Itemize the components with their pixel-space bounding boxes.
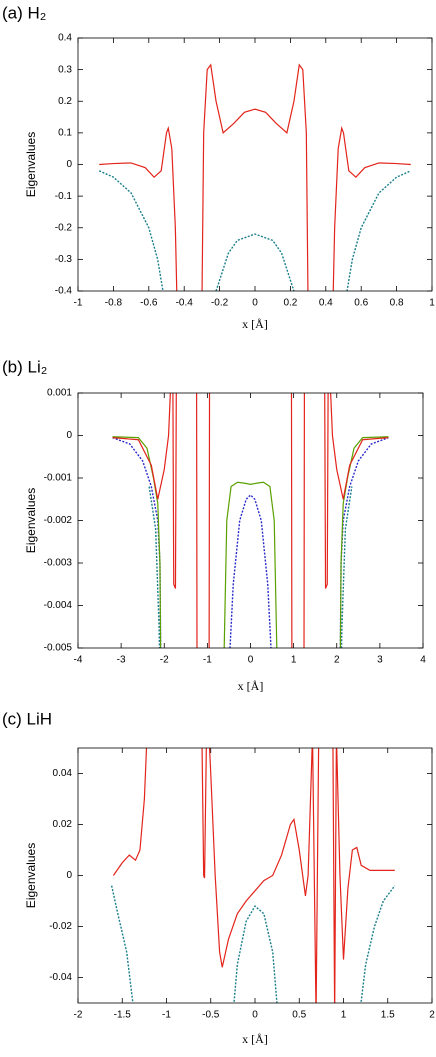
x-tick-label: -0.5 bbox=[202, 1010, 220, 1021]
x-tick-label: 1 bbox=[429, 298, 435, 309]
y-tick-label: 0.02 bbox=[53, 819, 73, 830]
plot-area bbox=[98, 63, 412, 291]
y-tick-label: 0.3 bbox=[58, 64, 72, 75]
x-tick-label: 0.6 bbox=[354, 298, 368, 309]
data-line bbox=[112, 436, 389, 648]
x-axis-label: x [Å] bbox=[238, 679, 264, 693]
y-tick-label: -0.2 bbox=[55, 222, 73, 233]
data-line bbox=[98, 170, 412, 291]
plot-area bbox=[110, 748, 396, 1003]
x-tick-label: -0.8 bbox=[105, 298, 123, 309]
data-line bbox=[112, 436, 389, 648]
y-axis-label: Eigenvalues bbox=[24, 132, 38, 197]
x-tick-label: -0.4 bbox=[176, 298, 194, 309]
x-tick-label: 1 bbox=[291, 655, 297, 666]
data-line bbox=[99, 63, 411, 291]
x-tick-label: -1.5 bbox=[114, 1010, 132, 1021]
y-tick-label: 0 bbox=[66, 430, 72, 441]
x-tick-label: 3 bbox=[377, 655, 383, 666]
y-tick-label: -0.002 bbox=[44, 515, 73, 526]
y-tick-label: -0.3 bbox=[55, 254, 73, 265]
x-tick-label: 2 bbox=[429, 1010, 435, 1021]
y-axis-label: Eigenvalues bbox=[24, 843, 38, 908]
y-tick-label: -0.001 bbox=[44, 473, 73, 484]
panel-title: (a) H₂ bbox=[2, 3, 46, 22]
data-line bbox=[148, 486, 353, 648]
x-tick-label: -0.2 bbox=[211, 298, 229, 309]
y-tick-label: 0 bbox=[66, 870, 72, 881]
y-tick-label: 0.1 bbox=[58, 128, 72, 139]
x-tick-label: 0.5 bbox=[292, 1010, 306, 1021]
x-tick-label: 0.4 bbox=[319, 298, 333, 309]
x-tick-label: -4 bbox=[74, 655, 83, 666]
y-tick-label: -0.4 bbox=[55, 286, 73, 297]
y-axis-label: Eigenvalues bbox=[24, 488, 38, 553]
panel-title: (b) Li₂ bbox=[2, 357, 47, 376]
y-tick-label: -0.003 bbox=[44, 558, 73, 569]
data-line bbox=[112, 393, 389, 648]
y-tick-label: 0.001 bbox=[47, 388, 72, 399]
x-tick-label: 2 bbox=[334, 655, 340, 666]
x-tick-label: 0 bbox=[252, 298, 258, 309]
x-tick-label: -1 bbox=[203, 655, 212, 666]
y-tick-label: 0.4 bbox=[58, 33, 72, 44]
plot-frame bbox=[77, 392, 424, 649]
x-axis-label: x [Å] bbox=[242, 1032, 268, 1046]
x-tick-label: -2 bbox=[160, 655, 169, 666]
y-tick-label: 0 bbox=[66, 159, 72, 170]
y-tick-label: -0.1 bbox=[55, 191, 73, 202]
x-tick-label: 0.2 bbox=[283, 298, 297, 309]
y-tick-label: 0.2 bbox=[58, 96, 72, 107]
x-tick-label: -1 bbox=[74, 298, 83, 309]
x-tick-label: 1 bbox=[341, 1010, 347, 1021]
data-line bbox=[112, 748, 395, 1003]
data-line bbox=[110, 885, 396, 1003]
x-tick-label: 0.8 bbox=[390, 298, 404, 309]
y-tick-label: -0.005 bbox=[44, 643, 73, 654]
plot-frame bbox=[77, 37, 433, 292]
x-axis-label: x [Å] bbox=[242, 317, 268, 331]
x-tick-label: -2 bbox=[74, 1010, 83, 1021]
x-tick-label: 0 bbox=[248, 655, 254, 666]
y-tick-label: 0.04 bbox=[53, 768, 73, 779]
x-tick-label: 4 bbox=[420, 655, 426, 666]
x-tick-label: -1 bbox=[162, 1010, 171, 1021]
x-tick-label: 0 bbox=[252, 1010, 258, 1021]
y-tick-label: -0.02 bbox=[49, 921, 72, 932]
x-tick-label: 1.5 bbox=[381, 1010, 395, 1021]
plot-area bbox=[112, 393, 389, 648]
panel-title: (c) LiH bbox=[2, 709, 52, 728]
y-tick-label: -0.04 bbox=[49, 972, 72, 983]
x-tick-label: -0.6 bbox=[140, 298, 158, 309]
x-tick-label: -3 bbox=[117, 655, 126, 666]
plot-frame bbox=[77, 747, 433, 1004]
y-tick-label: -0.004 bbox=[44, 600, 73, 611]
